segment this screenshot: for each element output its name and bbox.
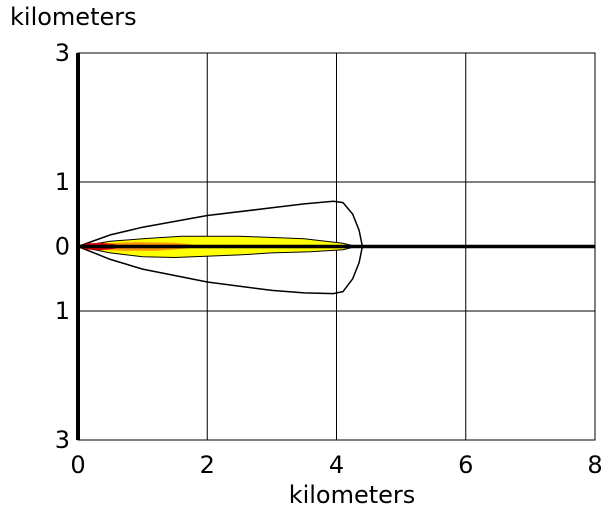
y-tick-label: 3 bbox=[55, 426, 70, 454]
x-tick-label: 2 bbox=[200, 451, 215, 479]
x-tick-label: 6 bbox=[458, 451, 473, 479]
y-tick-label: 3 bbox=[55, 39, 70, 67]
y-tick-label: 0 bbox=[55, 233, 70, 261]
x-axis-label: kilometers bbox=[289, 481, 416, 509]
y-tick-label: 1 bbox=[55, 168, 70, 196]
y-axis-label: kilometers bbox=[10, 3, 137, 31]
x-tick-label: 4 bbox=[329, 451, 344, 479]
y-tick-label: 1 bbox=[55, 297, 70, 325]
x-tick-label: 0 bbox=[70, 451, 85, 479]
tick-labels: 0 2 4 6 8 3 1 0 1 3 bbox=[55, 39, 603, 479]
threat-zones bbox=[75, 200, 595, 295]
x-tick-label: 8 bbox=[587, 451, 602, 479]
